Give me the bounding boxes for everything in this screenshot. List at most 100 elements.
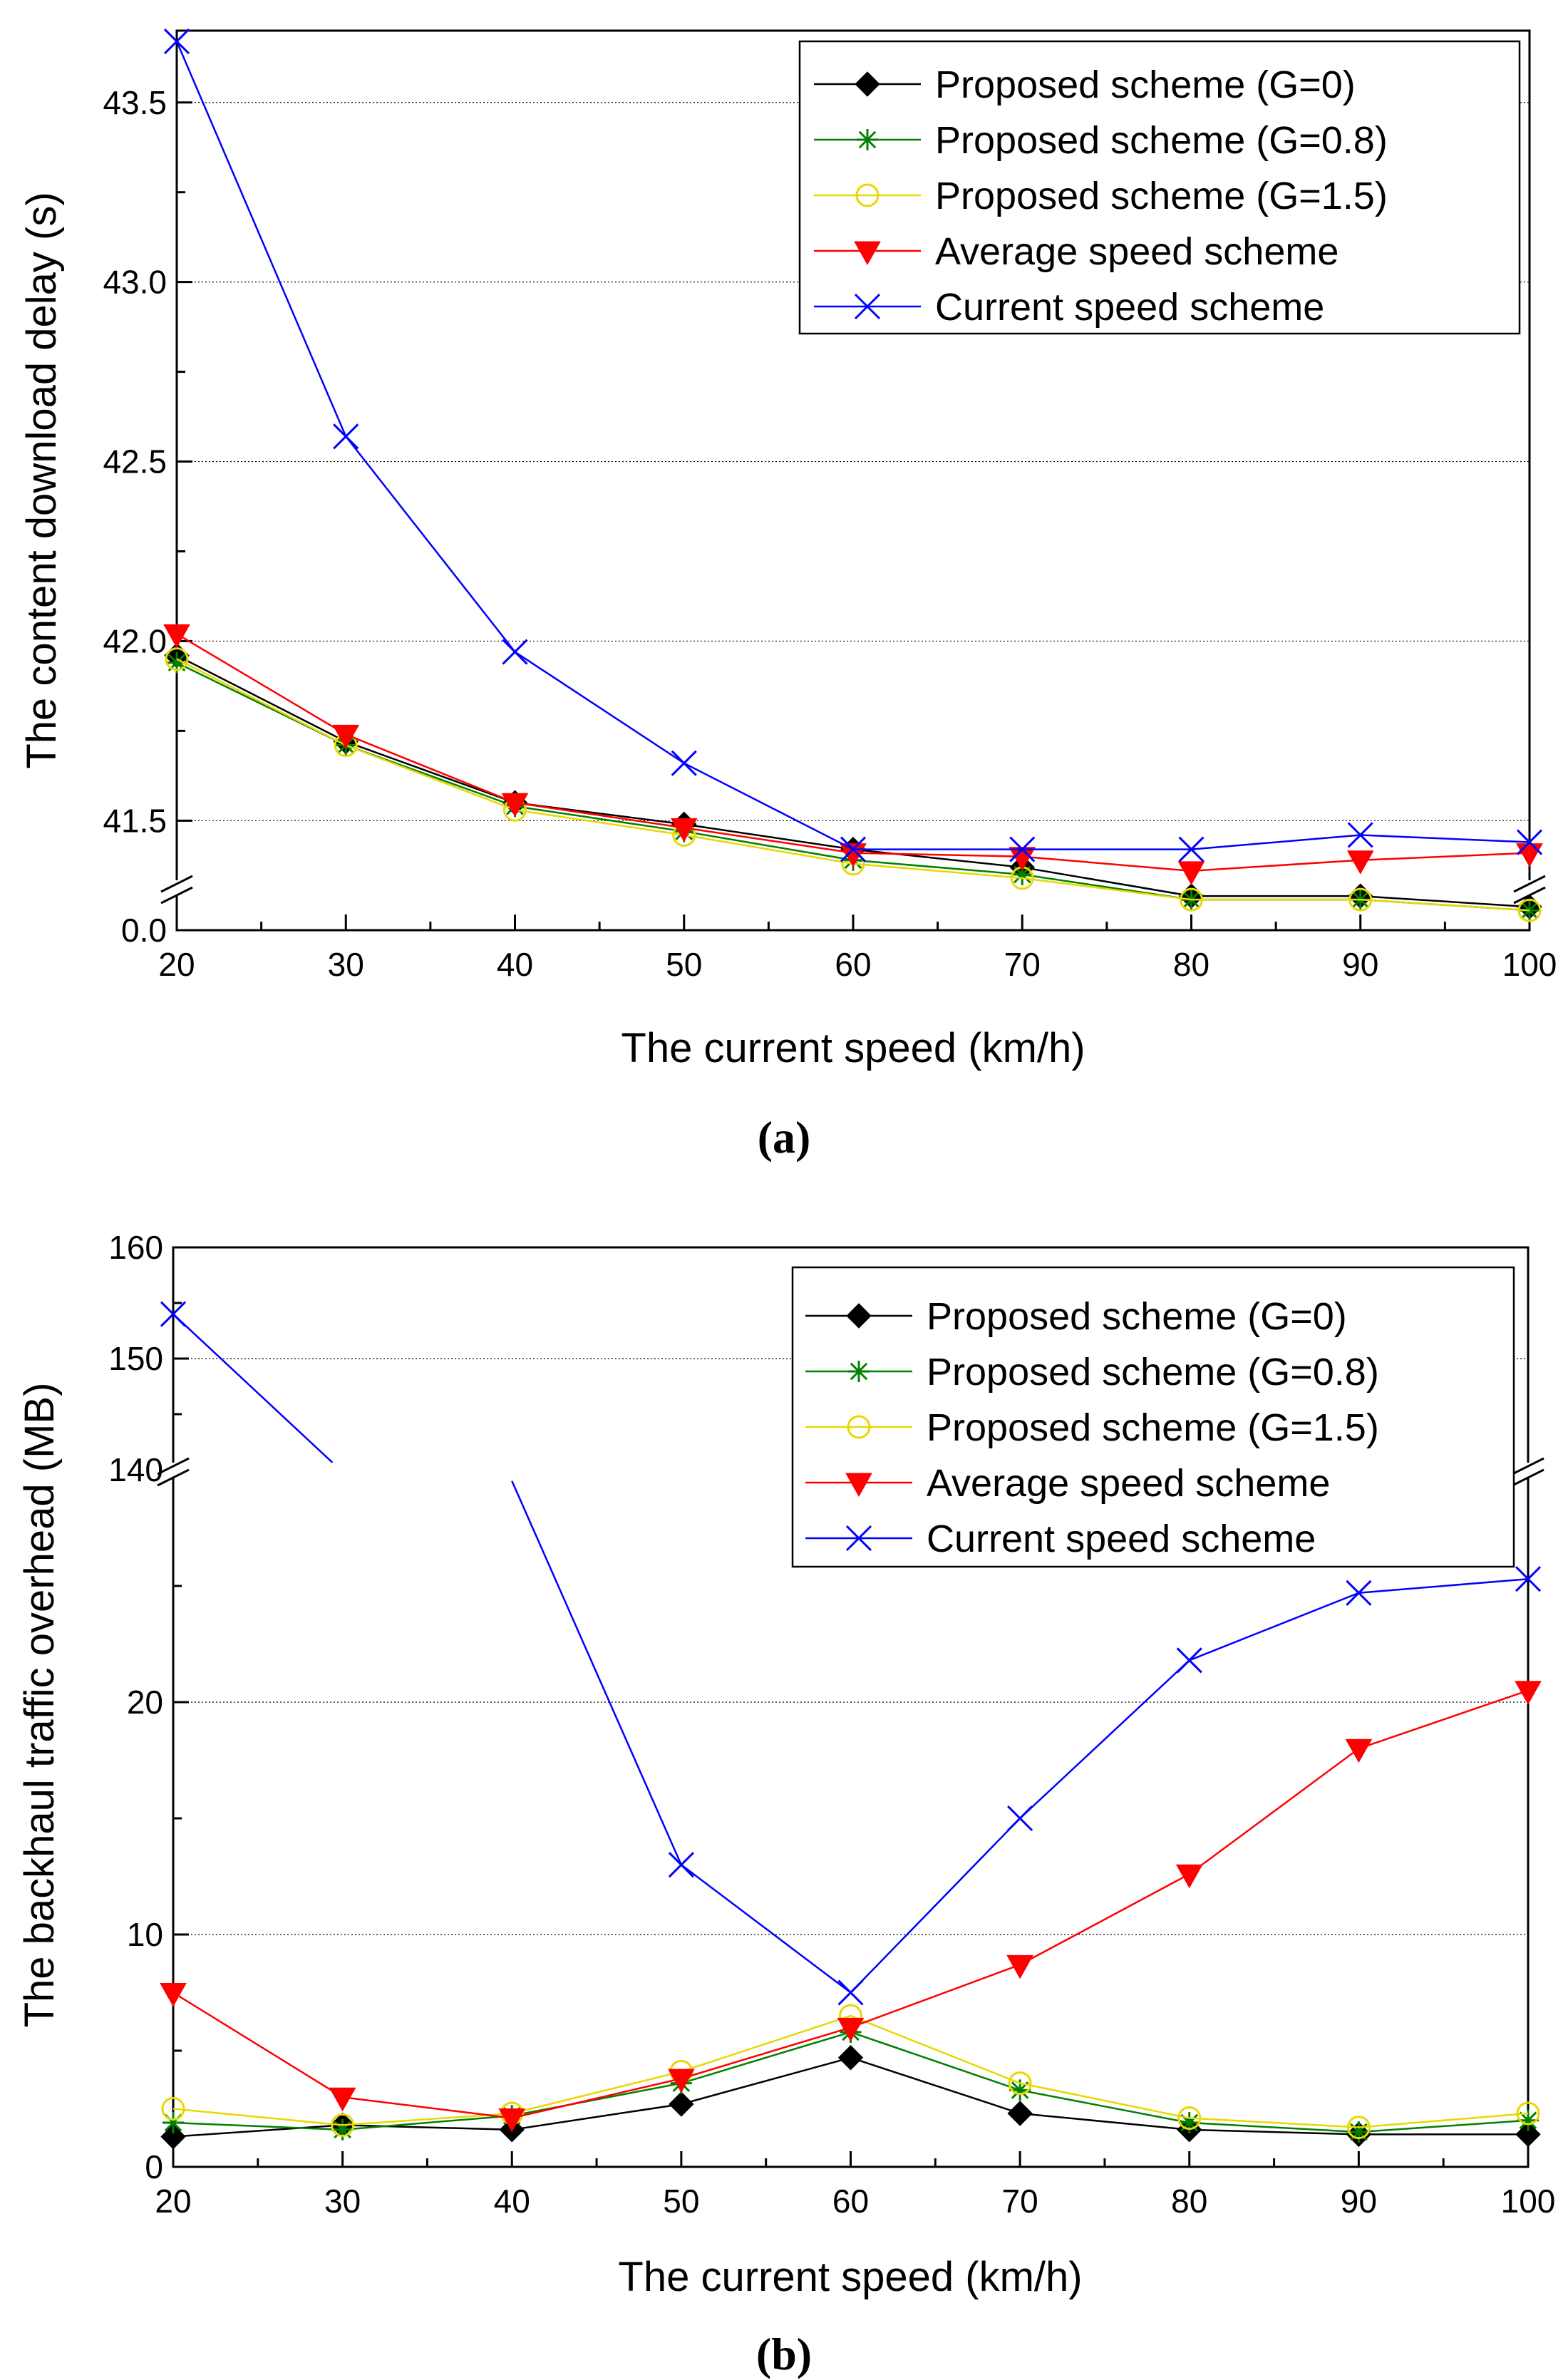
data-point — [1516, 829, 1543, 855]
y-tick-label: 140 — [108, 1451, 163, 1488]
data-point — [837, 2045, 864, 2071]
legend-label: Current speed scheme — [935, 286, 1324, 329]
legend-marker — [857, 129, 878, 150]
x-tick-label: 40 — [494, 2183, 530, 2220]
y-tick-label: 160 — [108, 1229, 163, 1266]
legend-item-proposed-scheme-g-0: Proposed scheme (G=0) — [814, 63, 1356, 106]
data-point — [1347, 822, 1373, 848]
legend-marker — [855, 71, 880, 97]
data-point — [1346, 1580, 1372, 1606]
legend-item-average-speed-scheme: Average speed scheme — [805, 1462, 1330, 1505]
data-point — [1177, 861, 1205, 885]
series-line — [172, 1313, 334, 1463]
tick-labels: 20 30 40 50 60 70 80 90 100 0 10 20 140 150 160 — [108, 1229, 1555, 2220]
y-axis-break-mark — [160, 875, 193, 893]
data-point — [1345, 1738, 1373, 1763]
series-current-speed-scheme — [160, 1301, 1542, 2006]
legend-marker — [846, 1303, 872, 1329]
data-point — [837, 2017, 865, 2042]
legend-box — [798, 40, 1521, 335]
y-tick-label: 42.5 — [103, 443, 167, 480]
series-proposed-scheme-g-0 — [164, 642, 1542, 919]
x-tick-label: 20 — [158, 946, 195, 983]
series-group — [160, 1301, 1542, 2150]
data-point — [1177, 2106, 1202, 2131]
y-axis-break-mark — [1512, 1468, 1544, 1487]
y-tick-label: 150 — [108, 1340, 163, 1377]
series-line — [176, 633, 1530, 872]
series-proposed-scheme-g-0 — [160, 2045, 1541, 2150]
data-point — [1346, 850, 1374, 875]
series-group — [163, 29, 1543, 922]
data-point — [1515, 1566, 1542, 1592]
data-point — [163, 29, 190, 55]
legend-item-proposed-scheme-g-1-5: Proposed scheme (G=1.5) — [805, 1406, 1379, 1449]
legend-marker — [847, 1415, 871, 1439]
y-tick-label: 20 — [127, 1684, 163, 1721]
legend-box — [791, 1266, 1515, 1568]
legend-label: Current speed scheme — [927, 1518, 1316, 1560]
legend-label: Proposed scheme (G=1.5) — [935, 175, 1388, 217]
data-point — [1515, 1681, 1542, 1705]
x-tick-label: 80 — [1173, 946, 1209, 983]
x-tick-label: 90 — [1342, 946, 1378, 983]
data-point — [160, 1983, 187, 2007]
legend-marker — [854, 241, 881, 266]
data-point — [1178, 2112, 1200, 2134]
data-point — [1175, 1864, 1203, 1889]
legend-item-proposed-scheme-g-0-8: Proposed scheme (G=0.8) — [814, 119, 1388, 162]
axis-break — [157, 1457, 1544, 1487]
legend-marker — [855, 183, 880, 207]
data-point — [1516, 843, 1543, 867]
series-proposed-scheme-g-0-8 — [166, 651, 1540, 922]
legend-marker — [845, 1473, 872, 1498]
series-average-speed-scheme — [160, 1681, 1542, 2133]
x-tick-label: 70 — [1002, 2183, 1038, 2220]
data-point — [837, 1979, 864, 2006]
y-axis-break-mark — [1512, 1457, 1544, 1475]
x-tick-label: 100 — [1502, 946, 1557, 983]
data-point — [1348, 887, 1373, 912]
data-point — [329, 2087, 356, 2112]
data-point — [1008, 2071, 1032, 2096]
y-axis-break-mark — [160, 886, 193, 905]
data-point — [160, 1301, 187, 1327]
y-tick-label: 0.0 — [121, 912, 167, 949]
legend-label: Proposed scheme (G=0.8) — [927, 1351, 1379, 1394]
data-point — [671, 750, 697, 776]
data-point — [668, 2069, 695, 2093]
series-line — [176, 658, 1530, 912]
y-tick-label: 41.5 — [103, 802, 167, 839]
legend-label: Proposed scheme (G=0) — [927, 1295, 1347, 1338]
x-tick-label: 30 — [324, 2183, 361, 2220]
legend-label: Average speed scheme — [935, 230, 1339, 273]
x-tick-label: 90 — [1341, 2183, 1377, 2220]
legend-item-proposed-scheme-g-0-8: Proposed scheme (G=0.8) — [805, 1351, 1379, 1394]
data-point — [669, 2091, 694, 2117]
data-point — [670, 818, 698, 843]
y-tick-label: 10 — [127, 1916, 163, 1953]
x-tick-label: 100 — [1501, 2183, 1556, 2220]
axis-ticks — [172, 1246, 1530, 2168]
legend-item-proposed-scheme-g-0: Proposed scheme (G=0) — [805, 1295, 1347, 1338]
series-proposed-scheme-g-1-5 — [165, 647, 1542, 922]
x-tick-label: 60 — [832, 2183, 869, 2220]
data-point — [165, 647, 189, 671]
data-point — [498, 2108, 526, 2133]
x-tick-label: 40 — [497, 946, 533, 983]
data-point — [331, 2118, 354, 2141]
y-axis-label: The backhaul traffic overhead (MB) — [16, 1383, 63, 2028]
x-tick-label: 50 — [666, 946, 702, 983]
data-point — [163, 624, 190, 649]
data-point — [668, 1852, 694, 1878]
legend-item-average-speed-scheme: Average speed scheme — [814, 230, 1339, 273]
legend-label: Average speed scheme — [927, 1462, 1330, 1505]
legend-label: Proposed scheme (G=0.8) — [935, 119, 1388, 162]
data-point — [1348, 2121, 1370, 2143]
data-point — [502, 639, 528, 665]
y-axis-label: The content download delay (s) — [19, 192, 65, 768]
y-axis-break-mark — [1513, 875, 1546, 893]
data-point — [332, 724, 360, 749]
data-point — [1006, 1954, 1033, 1979]
data-point — [1009, 847, 1036, 871]
